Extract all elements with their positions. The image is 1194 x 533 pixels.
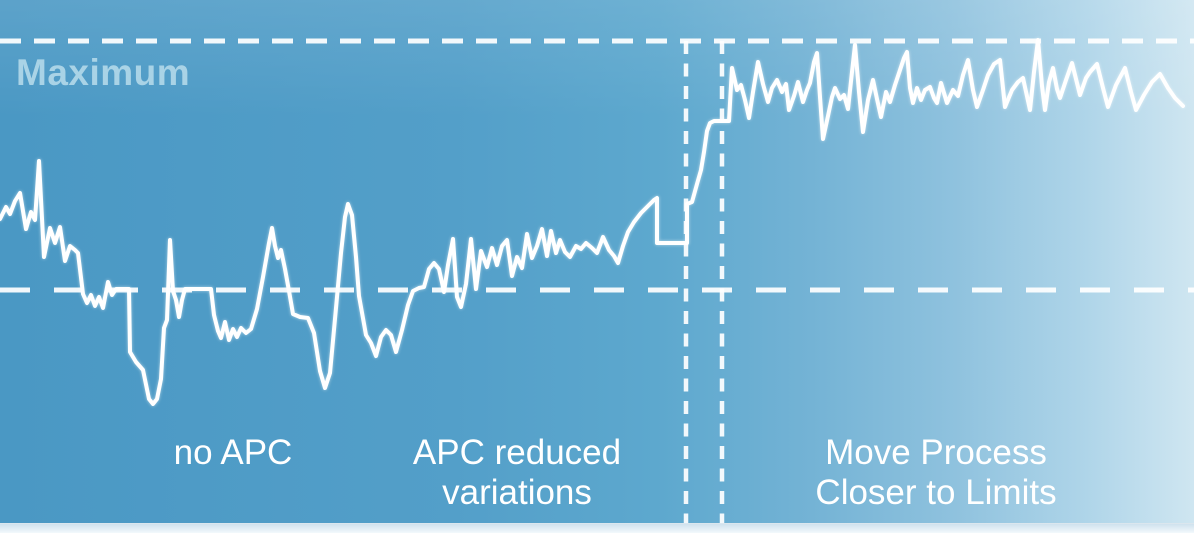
region-label-no-apc: no APC	[174, 433, 293, 473]
region-label-move-process: Move Process Closer to Limits	[815, 433, 1056, 513]
process-variable-line	[0, 38, 1185, 406]
region-label-move-process-line1: Move Process	[825, 433, 1047, 472]
region-label-move-process-line2: Closer to Limits	[815, 473, 1057, 512]
region-label-apc-reduced-line1: APC reduced	[412, 433, 622, 472]
bottom-strip	[0, 523, 1194, 533]
maximum-limit-label: Maximum	[16, 52, 191, 93]
region-label-no-apc-text: no APC	[173, 433, 293, 472]
region-label-apc-reduced: APC reduced variations	[413, 433, 621, 513]
region-label-apc-reduced-line2: variations	[442, 473, 592, 512]
